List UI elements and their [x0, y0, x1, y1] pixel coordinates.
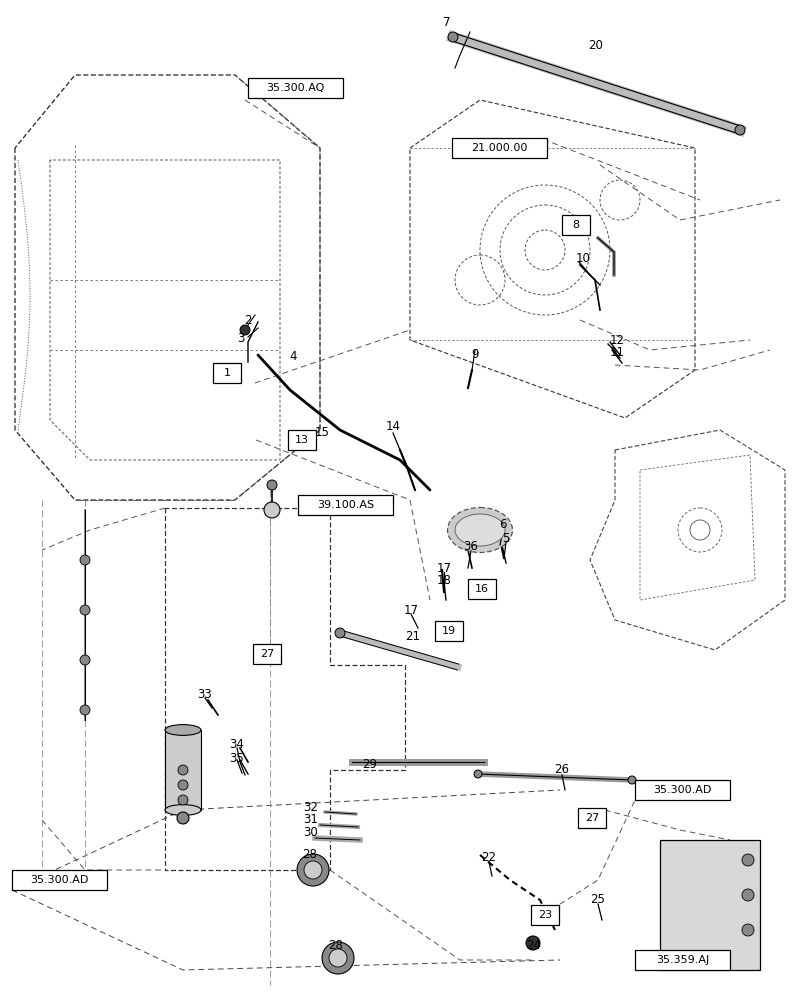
- Circle shape: [627, 776, 635, 784]
- Text: 35.300.AD: 35.300.AD: [30, 875, 88, 885]
- Text: 27: 27: [260, 649, 274, 659]
- Text: 10: 10: [575, 251, 590, 264]
- Text: 33: 33: [197, 688, 212, 700]
- Text: 4: 4: [289, 351, 296, 363]
- Text: 21: 21: [405, 630, 420, 643]
- FancyBboxPatch shape: [247, 78, 342, 98]
- Circle shape: [80, 705, 90, 715]
- Text: 28: 28: [303, 848, 317, 861]
- FancyBboxPatch shape: [659, 840, 759, 970]
- Circle shape: [335, 628, 345, 638]
- FancyBboxPatch shape: [212, 363, 241, 383]
- Text: 39.100.AS: 39.100.AS: [316, 500, 374, 510]
- Text: 18: 18: [436, 574, 451, 586]
- FancyBboxPatch shape: [634, 780, 729, 800]
- FancyBboxPatch shape: [288, 430, 315, 450]
- Ellipse shape: [454, 514, 504, 546]
- Bar: [165, 730, 201, 810]
- Text: 28: 28: [328, 939, 343, 952]
- Circle shape: [741, 854, 753, 866]
- Ellipse shape: [447, 508, 512, 552]
- Circle shape: [80, 605, 90, 615]
- Text: 27: 27: [584, 813, 599, 823]
- Circle shape: [474, 770, 482, 778]
- Text: 22: 22: [481, 851, 496, 864]
- Circle shape: [448, 32, 457, 42]
- Circle shape: [734, 125, 744, 135]
- Text: 35.359.AJ: 35.359.AJ: [655, 955, 708, 965]
- Circle shape: [177, 812, 189, 824]
- Text: 34: 34: [230, 738, 244, 752]
- Text: 26: 26: [554, 763, 569, 776]
- Circle shape: [178, 780, 188, 790]
- Text: 17: 17: [403, 604, 418, 617]
- Text: 11: 11: [609, 347, 624, 360]
- Text: 21.000.00: 21.000.00: [470, 143, 527, 153]
- Text: 30: 30: [303, 826, 318, 839]
- Circle shape: [264, 502, 280, 518]
- Text: 13: 13: [294, 435, 309, 445]
- Text: 24: 24: [526, 939, 541, 952]
- Text: 15: 15: [314, 426, 329, 440]
- Text: 8: 8: [572, 220, 579, 230]
- Text: 6: 6: [499, 518, 506, 532]
- Text: 7: 7: [443, 16, 450, 29]
- Text: 20: 20: [588, 39, 603, 52]
- Text: 35: 35: [230, 752, 244, 764]
- Circle shape: [322, 942, 354, 974]
- Text: 17: 17: [436, 562, 451, 574]
- Text: 2: 2: [244, 314, 251, 326]
- Circle shape: [303, 861, 322, 879]
- FancyBboxPatch shape: [577, 808, 605, 828]
- FancyBboxPatch shape: [530, 905, 558, 925]
- Circle shape: [526, 936, 539, 950]
- FancyBboxPatch shape: [467, 579, 496, 599]
- FancyBboxPatch shape: [561, 215, 590, 235]
- Ellipse shape: [165, 805, 201, 815]
- Text: 36: 36: [463, 540, 478, 554]
- Text: 3: 3: [237, 332, 244, 344]
- Circle shape: [328, 949, 346, 967]
- Text: 32: 32: [303, 801, 318, 814]
- Text: 9: 9: [470, 349, 478, 361]
- Text: 31: 31: [303, 813, 318, 826]
- Text: 29: 29: [362, 758, 377, 772]
- Text: 1: 1: [223, 368, 230, 378]
- Text: 35.300.AQ: 35.300.AQ: [266, 83, 324, 93]
- Text: 14: 14: [385, 420, 400, 434]
- Text: 5: 5: [502, 532, 509, 544]
- Text: 35.300.AD: 35.300.AD: [653, 785, 710, 795]
- Circle shape: [240, 325, 250, 335]
- Circle shape: [80, 555, 90, 565]
- Circle shape: [178, 765, 188, 775]
- Text: 25: 25: [590, 893, 605, 906]
- FancyBboxPatch shape: [452, 138, 547, 158]
- Circle shape: [267, 480, 277, 490]
- FancyBboxPatch shape: [435, 621, 462, 641]
- FancyBboxPatch shape: [12, 870, 107, 890]
- Text: 16: 16: [474, 584, 488, 594]
- Text: 23: 23: [537, 910, 551, 920]
- Text: 19: 19: [441, 626, 456, 636]
- Circle shape: [741, 889, 753, 901]
- Circle shape: [178, 795, 188, 805]
- Ellipse shape: [165, 725, 201, 735]
- Text: 12: 12: [609, 334, 624, 347]
- FancyBboxPatch shape: [634, 950, 729, 970]
- Circle shape: [297, 854, 328, 886]
- FancyBboxPatch shape: [253, 644, 281, 664]
- FancyBboxPatch shape: [298, 495, 393, 515]
- Circle shape: [741, 924, 753, 936]
- Circle shape: [80, 655, 90, 665]
